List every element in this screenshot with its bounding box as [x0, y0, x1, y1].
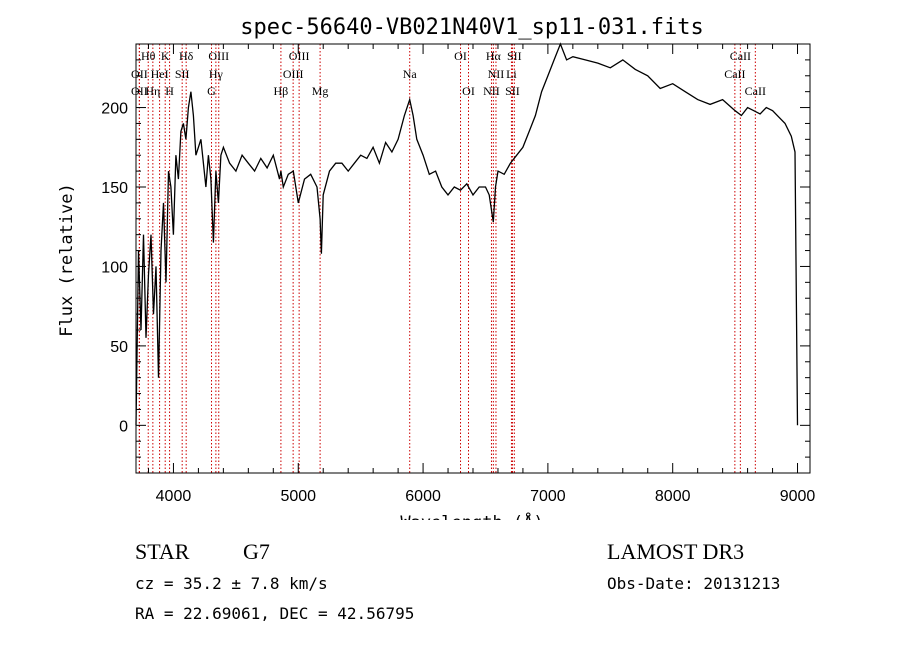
plot-frame [135, 43, 811, 474]
object-class: STAR [135, 539, 190, 564]
spectral-line-label: Hγ [209, 67, 224, 81]
spectral-line-label: OI [454, 49, 467, 63]
y-tick-label: 0 [119, 418, 128, 435]
spectral-line-label: OII [131, 84, 148, 98]
chart-title: spec-56640-VB021N40V1_sp11-031.fits [240, 15, 704, 40]
spectral-line-markers [138, 44, 756, 473]
y-tick-label: 100 [101, 259, 128, 276]
x-tick-label: 6000 [405, 488, 441, 505]
spectrum-line [135, 42, 799, 426]
coordinates-info: RA = 22.69061, DEC = 42.56795 [135, 604, 415, 623]
spectral-line-label: Hα [486, 49, 502, 63]
spectral-line-label: OIII [283, 67, 304, 81]
spectral-line-labels: Hθ K Hδ OIII OIII OI Hα SII CaII OII HeI SII Hγ OIII N… [131, 49, 766, 98]
spectral-line-label: OIII [289, 49, 310, 63]
y-tick-label: 200 [101, 101, 128, 118]
spectral-line-label: SII [505, 84, 520, 98]
spectral-line-label: Hβ [274, 84, 289, 98]
spectral-line-label: NII [483, 84, 500, 98]
survey-name: LAMOST DR3 [607, 539, 745, 564]
spectral-line-label: Na [403, 67, 418, 81]
redshift-info: cz = 35.2 ± 7.8 km/s [135, 574, 328, 593]
spectral-line-label: NII [488, 67, 505, 81]
object-subclass: G7 [243, 539, 270, 564]
spectrum-chart: spec-56640-VB021N40V1_sp11-031.fits Hθ K H… [57, 15, 816, 520]
spectral-line-label: CaII [724, 67, 745, 81]
spectral-line-label: Hθ [141, 49, 156, 63]
x-axis-ticks: 4000 5000 6000 7000 8000 9000 [147, 44, 816, 505]
spectral-line-label: Mg [312, 84, 329, 98]
spectral-line-label: Hδ [179, 49, 194, 63]
x-tick-label: 7000 [530, 488, 566, 505]
x-tick-label: 5000 [280, 488, 316, 505]
spectral-line-label: K [161, 49, 170, 63]
spectral-line-label: OII [131, 67, 148, 81]
spectral-line-label: CaII [730, 49, 751, 63]
spectral-line-label: Li [506, 67, 517, 81]
observation-date: Obs-Date: 20131213 [607, 574, 781, 593]
y-tick-label: 50 [110, 339, 128, 356]
spectral-line-label: SII [175, 67, 190, 81]
spectral-line-label: CaII [745, 84, 766, 98]
spectral-line-label: OI [462, 84, 475, 98]
spectral-line-label: Hη [145, 84, 160, 98]
x-axis-label: Wavelength (Å) [400, 511, 543, 520]
spectral-line-label: SII [507, 49, 522, 63]
spectral-line-label: OIII [208, 49, 229, 63]
x-tick-label: 8000 [655, 488, 691, 505]
y-tick-label: 150 [101, 180, 128, 197]
spectral-line-label: HeI [151, 67, 169, 81]
spectral-line-label: G [207, 84, 216, 98]
x-tick-label: 4000 [156, 488, 192, 505]
y-axis-label: Flux (relative) [57, 183, 77, 337]
x-tick-label: 9000 [780, 488, 816, 505]
spectral-line-label: H [165, 84, 174, 98]
y-axis-ticks: 0 50 100 150 200 [101, 43, 810, 458]
